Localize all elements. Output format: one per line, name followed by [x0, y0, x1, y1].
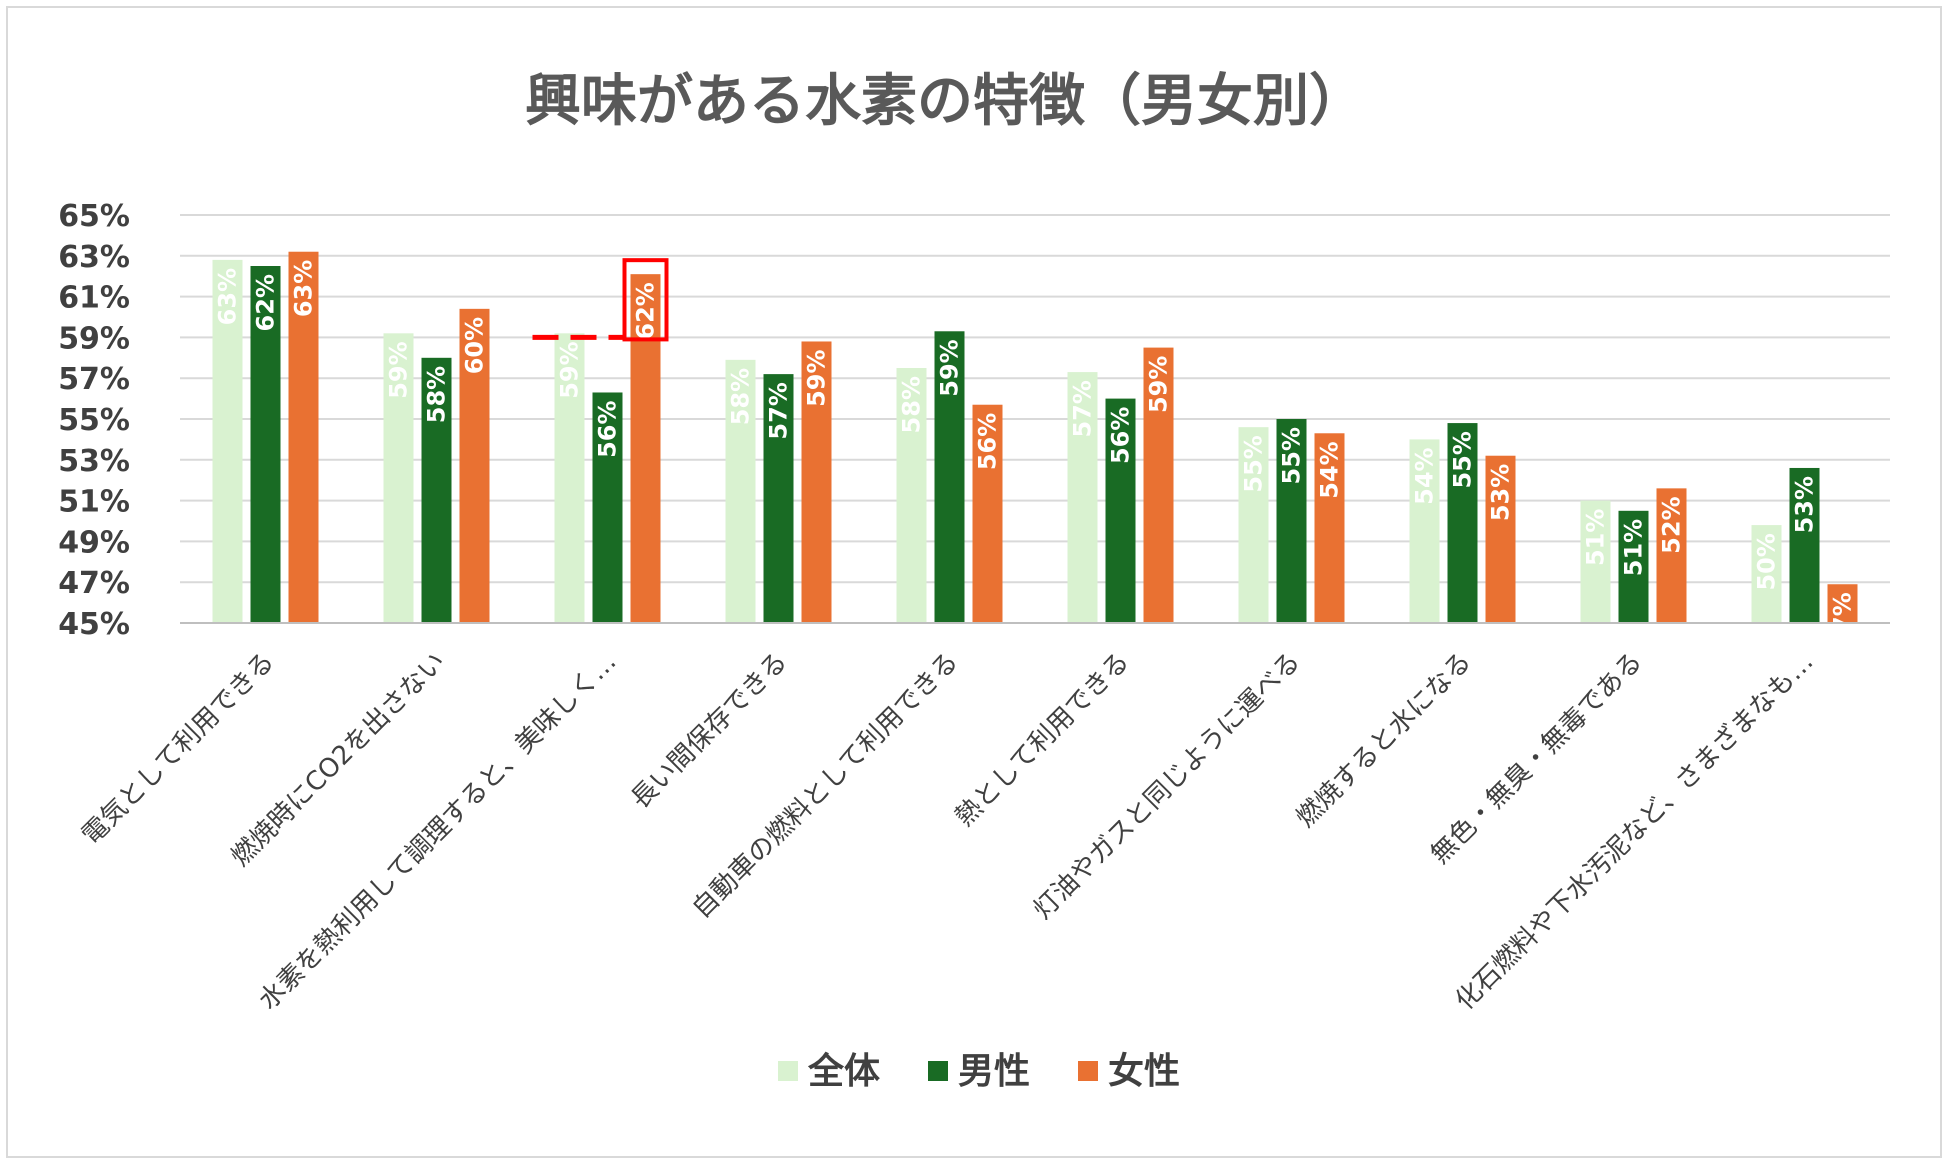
bar: [250, 266, 281, 623]
data-label: 56%: [1107, 407, 1135, 464]
legend-label: 全体: [807, 1050, 880, 1092]
data-label: 55%: [1240, 435, 1268, 492]
data-label: 50%: [1753, 533, 1781, 590]
y-tick-label: 53%: [58, 444, 130, 479]
bar: [1105, 398, 1136, 623]
bar: [1143, 347, 1174, 623]
legend-label: 男性: [958, 1051, 1030, 1092]
data-label: 60%: [461, 317, 489, 374]
x-category-label: 灯油やガスと同じように運べる: [1028, 647, 1307, 926]
bar: [459, 308, 490, 623]
legend-swatch: [1078, 1061, 1098, 1081]
y-tick-label: 59%: [58, 321, 130, 356]
bar: [934, 331, 965, 623]
data-label: 54%: [1316, 441, 1344, 498]
data-label: 59%: [1145, 356, 1173, 413]
data-label: 63%: [214, 268, 242, 325]
bar: [1409, 439, 1440, 623]
data-label: 59%: [936, 339, 964, 396]
bar: [1314, 433, 1345, 623]
data-label: 62%: [632, 282, 660, 339]
data-label: 55%: [1278, 427, 1306, 484]
x-category-label: 燃焼すると水になる: [1291, 647, 1478, 834]
y-tick-label: 51%: [58, 485, 130, 520]
bar: [972, 404, 1003, 623]
bar: [1276, 419, 1307, 623]
bar: [1751, 525, 1782, 623]
data-label: 59%: [556, 341, 584, 398]
highlight-box: [622, 258, 669, 342]
x-category-label: 電気として利用できる: [76, 647, 280, 851]
bar: [1580, 500, 1611, 623]
bar: [1067, 372, 1098, 623]
data-label: 57%: [1069, 380, 1097, 437]
data-label: 52%: [1658, 496, 1686, 553]
x-category-label: 熱として利用できる: [950, 647, 1136, 833]
bar: [592, 392, 623, 623]
data-label: 63%: [290, 260, 318, 317]
bar: [1485, 455, 1516, 623]
data-label: 54%: [1411, 447, 1439, 504]
x-category-label: 化石燃料や下水汚泥など、さまざまなも…: [1450, 647, 1820, 1017]
y-tick-label: 61%: [58, 281, 130, 316]
bar: [421, 357, 452, 623]
chart-title: 興味がある水素の特徴（男女別）: [525, 69, 1365, 134]
y-tick-label: 65%: [58, 199, 130, 234]
bar: [725, 359, 756, 623]
data-label: 62%: [252, 274, 280, 331]
data-label: 51%: [1620, 519, 1648, 576]
data-label: 58%: [423, 366, 451, 423]
bar: [383, 333, 414, 623]
data-label: 51%: [1582, 509, 1610, 566]
legend: 全体 男性 女性: [778, 1050, 1180, 1092]
bar: [212, 259, 243, 623]
bar: [554, 333, 585, 623]
data-label: 59%: [385, 341, 413, 398]
bar: [1447, 423, 1478, 623]
bars: 63% 62% 63% 59% 58% 60% 59% 56% 62% 58% 57% 59% 58% 5…: [212, 251, 1858, 650]
bar: [896, 368, 927, 623]
data-label: 56%: [594, 400, 622, 457]
y-tick-label: 55%: [58, 403, 130, 438]
y-axis: 45% 47% 49% 51% 53% 55% 57% 59% 61% 63% 65%: [58, 199, 130, 642]
bar: [763, 374, 794, 623]
x-axis: 電気として利用できる燃焼時にCO2を出さない水素を熱利用して調理すると、美味しく…: [76, 622, 1890, 1017]
y-tick-label: 45%: [58, 607, 130, 642]
data-label: 47%: [1829, 592, 1857, 649]
data-label: 53%: [1791, 476, 1819, 533]
bar: [288, 251, 319, 623]
data-label: 56%: [974, 413, 1002, 470]
y-tick-label: 63%: [58, 240, 130, 275]
y-tick-label: 47%: [58, 566, 130, 601]
x-category-label: 水素を熱利用して調理すると、美味しく…: [253, 647, 622, 1016]
annotations: [532, 258, 669, 342]
bar: [1656, 488, 1687, 623]
x-category-label: 長い間保存できる: [626, 647, 794, 815]
bar: [1238, 427, 1269, 623]
data-label: 58%: [727, 368, 755, 425]
legend-swatch: [778, 1061, 798, 1081]
legend-label: 女性: [1108, 1051, 1180, 1092]
bar: [801, 341, 832, 623]
data-label: 57%: [765, 382, 793, 439]
bar: [1618, 510, 1649, 623]
bar: [1827, 584, 1858, 623]
data-label: 53%: [1487, 464, 1515, 521]
data-label: 55%: [1449, 431, 1477, 488]
y-tick-label: 49%: [58, 525, 130, 560]
data-label: 58%: [898, 376, 926, 433]
bar: [630, 274, 661, 623]
data-label: 59%: [803, 349, 831, 406]
bar: [1789, 467, 1820, 623]
legend-swatch: [928, 1061, 948, 1081]
x-category-label: 自動車の燃料として利用できる: [687, 647, 965, 925]
y-tick-label: 57%: [58, 362, 130, 397]
